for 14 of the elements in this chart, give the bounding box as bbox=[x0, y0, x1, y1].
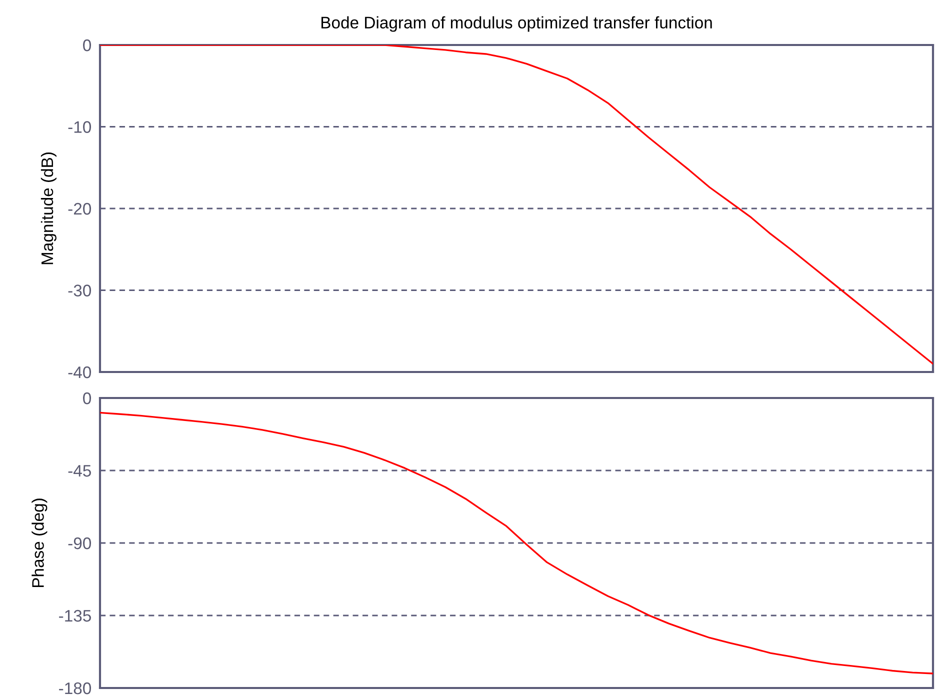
line-series bbox=[100, 412, 933, 674]
y-tick-label: 0 bbox=[83, 39, 92, 52]
y-tick-label: -40 bbox=[68, 366, 92, 378]
y-tick-label: -135 bbox=[59, 610, 91, 622]
y-tick-label: -90 bbox=[68, 537, 92, 550]
y-tick-label: -180 bbox=[59, 682, 92, 694]
y-axis-title: Phase (deg) bbox=[32, 498, 48, 588]
y-tick-label: -30 bbox=[68, 284, 92, 296]
y-tick-label: -20 bbox=[68, 202, 92, 215]
y-tick-label: -45 bbox=[68, 465, 91, 477]
y-tick-label: 0 bbox=[83, 392, 92, 404]
y-axis-title: Magnitude (dB) bbox=[40, 152, 56, 264]
y-tick-label: -10 bbox=[68, 121, 92, 133]
chart-title: Bode Diagram of modulus optimized transfer function bbox=[321, 16, 712, 32]
